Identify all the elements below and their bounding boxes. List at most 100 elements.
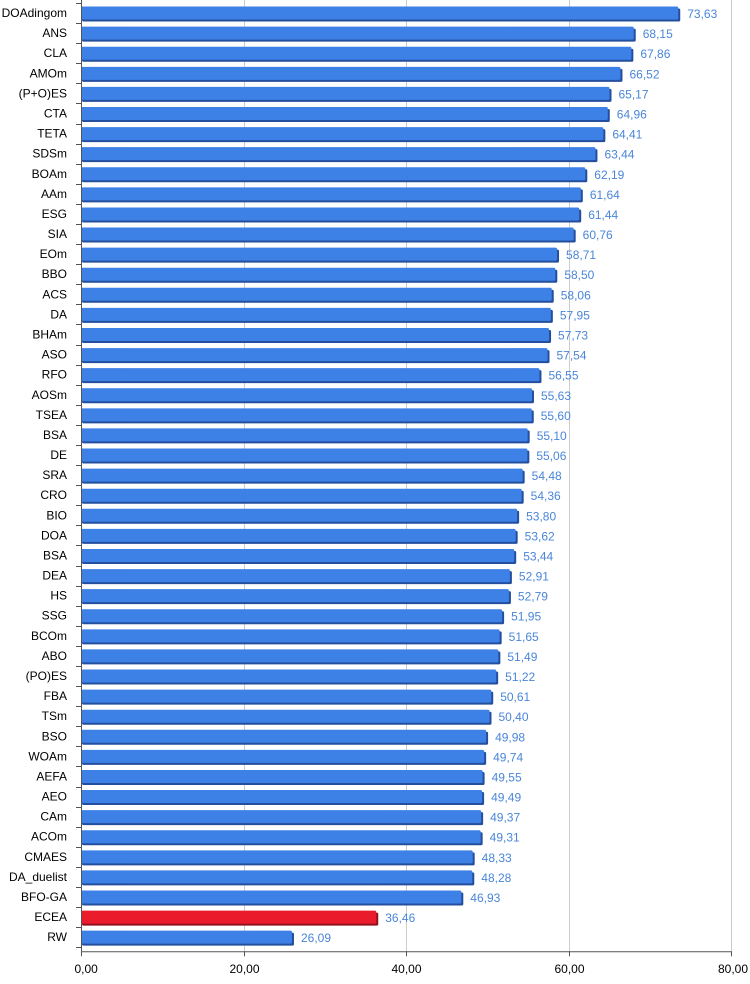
label-layer: DOAdingom 73,63 ANS 68,15 CLA 67,86 AMOm 66,52 (… (2, 6, 718, 945)
value-label: 55,60 (541, 409, 571, 423)
value-label: 62,19 (594, 168, 624, 182)
value-label: 54,36 (531, 489, 561, 503)
category-label: BSO (42, 729, 67, 743)
bar (81, 790, 483, 804)
bar (81, 870, 473, 884)
value-label: 48,28 (481, 871, 511, 885)
value-label: 61,44 (588, 208, 618, 222)
x-tick-label: 20,00 (229, 962, 259, 976)
value-label: 57,73 (558, 328, 588, 342)
value-label: 57,95 (560, 308, 590, 322)
category-label: DA_duelist (9, 870, 68, 884)
bar (81, 388, 532, 402)
category-label: CLA (44, 46, 67, 60)
value-label: 64,96 (617, 107, 647, 121)
category-label: ASO (42, 348, 67, 362)
category-label: ANS (42, 26, 67, 40)
bar (81, 167, 586, 181)
category-label: ABO (42, 649, 67, 663)
bar (81, 649, 499, 663)
bar (81, 66, 621, 80)
value-label: 52,91 (519, 570, 549, 584)
bar (81, 930, 292, 944)
value-label: 51,49 (507, 650, 537, 664)
bar (81, 729, 487, 743)
bar (81, 569, 510, 583)
value-label: 55,10 (537, 429, 567, 443)
category-label: AEFA (36, 769, 67, 783)
category-label: (P+O)ES (19, 86, 67, 100)
bar (81, 348, 548, 362)
value-label: 54,48 (532, 469, 562, 483)
value-label: 49,49 (491, 791, 521, 805)
category-label: BIO (46, 508, 67, 522)
bar (81, 528, 516, 542)
value-label: 50,40 (499, 710, 529, 724)
bar (81, 227, 574, 241)
bar (81, 488, 522, 502)
category-label: SIA (48, 227, 67, 241)
value-label: 66,52 (629, 67, 659, 81)
category-label: EOm (40, 247, 67, 261)
category-label: WOAm (28, 749, 67, 763)
bar (81, 589, 509, 603)
value-label: 65,17 (619, 87, 649, 101)
bar (81, 127, 604, 141)
value-label: 49,55 (492, 770, 522, 784)
category-label: CAm (40, 810, 67, 824)
value-label: 60,76 (583, 228, 613, 242)
x-tick-label: 60,00 (554, 962, 584, 976)
value-label: 64,41 (612, 128, 642, 142)
value-label: 53,80 (526, 509, 556, 523)
value-label: 46,93 (470, 891, 500, 905)
bar (81, 810, 482, 824)
value-label: 73,63 (687, 7, 717, 21)
value-label: 57,54 (557, 349, 587, 363)
value-label: 55,06 (536, 449, 566, 463)
bar (81, 890, 462, 904)
bar (81, 709, 490, 723)
category-label: SSG (42, 609, 67, 623)
category-label: BHAm (32, 327, 67, 341)
category-label: BOAm (32, 167, 67, 181)
category-label: TETA (37, 127, 67, 141)
value-label: 49,98 (495, 730, 525, 744)
category-label: ACOm (31, 830, 67, 844)
value-label: 51,95 (511, 610, 541, 624)
bar (81, 6, 679, 20)
bar (81, 609, 503, 623)
category-label: BCOm (31, 629, 67, 643)
bar (81, 428, 528, 442)
bar (81, 267, 556, 281)
bar (81, 769, 483, 783)
bar (81, 207, 580, 221)
value-label: 52,79 (518, 590, 548, 604)
category-label: DOAdingom (2, 6, 67, 20)
bar (81, 46, 632, 60)
bar (81, 106, 608, 120)
bar (81, 307, 551, 321)
bar (81, 86, 610, 100)
value-label: 49,37 (490, 811, 520, 825)
bar (81, 287, 552, 301)
category-label: AOSm (32, 388, 67, 402)
category-label: CTA (44, 106, 67, 120)
category-label: BSA (43, 428, 67, 442)
value-label: 58,06 (561, 288, 591, 302)
value-label: 61,64 (590, 188, 620, 202)
value-label: 63,44 (604, 148, 634, 162)
category-label: AEO (42, 790, 67, 804)
category-label: TSm (42, 709, 67, 723)
value-label: 58,50 (564, 268, 594, 282)
category-label: DEA (42, 569, 67, 583)
value-label: 56,55 (548, 369, 578, 383)
bar (81, 689, 492, 703)
bar (81, 368, 540, 382)
bar (81, 508, 518, 522)
bar (81, 850, 473, 864)
category-label: BSA (43, 548, 67, 562)
category-label: CMAES (24, 850, 67, 864)
bar (81, 629, 500, 643)
category-label: ESG (42, 207, 67, 221)
